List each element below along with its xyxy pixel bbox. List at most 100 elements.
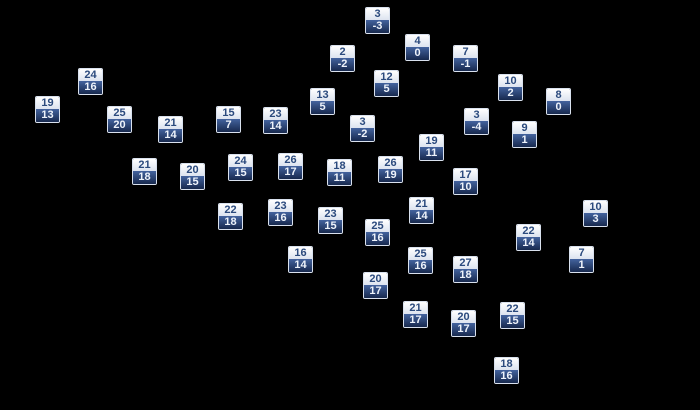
temp-marker[interactable]: 21 14 [158, 116, 183, 143]
low-temp-value: 17 [279, 166, 302, 179]
low-temp-value: 11 [420, 147, 443, 160]
high-temp-value: 23 [319, 208, 342, 220]
high-temp-value: 3 [366, 8, 389, 20]
temp-marker[interactable]: 21 14 [409, 197, 434, 224]
temp-marker[interactable]: 23 16 [268, 199, 293, 226]
temp-marker[interactable]: 18 11 [327, 159, 352, 186]
temp-marker[interactable]: 22 14 [516, 224, 541, 251]
temp-marker[interactable]: 27 18 [453, 256, 478, 283]
high-temp-value: 20 [181, 164, 204, 176]
high-temp-value: 21 [159, 117, 182, 129]
temp-marker[interactable]: 18 16 [494, 357, 519, 384]
low-temp-value: 15 [229, 167, 252, 180]
temp-marker[interactable]: 3 -2 [350, 115, 375, 142]
low-temp-value: 14 [264, 120, 287, 133]
temp-marker[interactable]: 19 13 [35, 96, 60, 123]
low-temp-value: 19 [379, 169, 402, 182]
low-temp-value: 20 [108, 119, 131, 132]
high-temp-value: 21 [133, 159, 156, 171]
high-temp-value: 20 [452, 311, 475, 323]
low-temp-value: 10 [454, 181, 477, 194]
high-temp-value: 22 [501, 303, 524, 315]
high-temp-value: 24 [229, 155, 252, 167]
low-temp-value: 7 [217, 119, 240, 132]
temp-marker[interactable]: 25 16 [365, 219, 390, 246]
low-temp-value: 5 [311, 101, 334, 114]
temp-marker[interactable]: 13 5 [310, 88, 335, 115]
temp-marker[interactable]: 16 14 [288, 246, 313, 273]
low-temp-value: 14 [289, 259, 312, 272]
high-temp-value: 23 [269, 200, 292, 212]
temp-marker[interactable]: 22 15 [500, 302, 525, 329]
high-temp-value: 2 [331, 46, 354, 58]
temp-marker[interactable]: 24 16 [78, 68, 103, 95]
temp-marker[interactable]: 25 16 [408, 247, 433, 274]
temp-marker[interactable]: 7 -1 [453, 45, 478, 72]
high-temp-value: 24 [79, 69, 102, 81]
temp-marker[interactable]: 20 17 [363, 272, 388, 299]
temp-marker[interactable]: 2 -2 [330, 45, 355, 72]
high-temp-value: 25 [366, 220, 389, 232]
high-temp-value: 19 [420, 135, 443, 147]
temp-marker[interactable]: 26 17 [278, 153, 303, 180]
low-temp-value: 14 [517, 237, 540, 250]
high-temp-value: 3 [465, 109, 488, 121]
low-temp-value: 18 [454, 269, 477, 282]
low-temp-value: 16 [495, 370, 518, 383]
high-temp-value: 22 [517, 225, 540, 237]
temp-marker[interactable]: 24 15 [228, 154, 253, 181]
temp-marker[interactable]: 10 2 [498, 74, 523, 101]
low-temp-value: 16 [366, 232, 389, 245]
temp-marker[interactable]: 17 10 [453, 168, 478, 195]
low-temp-value: 14 [159, 129, 182, 142]
high-temp-value: 15 [217, 107, 240, 119]
high-temp-value: 17 [454, 169, 477, 181]
high-temp-value: 21 [410, 198, 433, 210]
high-temp-value: 4 [406, 35, 429, 47]
temp-marker[interactable]: 12 5 [374, 70, 399, 97]
low-temp-value: 5 [375, 83, 398, 96]
temp-marker[interactable]: 15 7 [216, 106, 241, 133]
high-temp-value: 8 [547, 89, 570, 101]
low-temp-value: -2 [351, 128, 374, 141]
low-temp-value: 15 [501, 315, 524, 328]
high-temp-value: 18 [495, 358, 518, 370]
temp-marker[interactable]: 3 -3 [365, 7, 390, 34]
low-temp-value: -3 [366, 20, 389, 33]
high-temp-value: 10 [584, 201, 607, 213]
temp-marker[interactable]: 23 15 [318, 207, 343, 234]
high-temp-value: 22 [219, 204, 242, 216]
high-temp-value: 3 [351, 116, 374, 128]
temp-marker[interactable]: 21 17 [403, 301, 428, 328]
temp-marker[interactable]: 20 15 [180, 163, 205, 190]
temp-marker[interactable]: 10 3 [583, 200, 608, 227]
temp-marker[interactable]: 19 11 [419, 134, 444, 161]
high-temp-value: 7 [454, 46, 477, 58]
high-temp-value: 18 [328, 160, 351, 172]
high-temp-value: 13 [311, 89, 334, 101]
low-temp-value: 0 [547, 101, 570, 114]
low-temp-value: 18 [219, 216, 242, 229]
low-temp-value: 16 [269, 212, 292, 225]
temp-marker[interactable]: 20 17 [451, 310, 476, 337]
low-temp-value: 1 [513, 134, 536, 147]
low-temp-value: 0 [406, 47, 429, 60]
low-temp-value: -2 [331, 58, 354, 71]
temp-marker[interactable]: 21 18 [132, 158, 157, 185]
temp-marker[interactable]: 26 19 [378, 156, 403, 183]
low-temp-value: 15 [181, 176, 204, 189]
temp-marker[interactable]: 22 18 [218, 203, 243, 230]
high-temp-value: 23 [264, 108, 287, 120]
temp-marker[interactable]: 3 -4 [464, 108, 489, 135]
temp-marker[interactable]: 25 20 [107, 106, 132, 133]
low-temp-value: 18 [133, 171, 156, 184]
low-temp-value: 17 [364, 285, 387, 298]
high-temp-value: 9 [513, 122, 536, 134]
temp-marker[interactable]: 23 14 [263, 107, 288, 134]
high-temp-value: 16 [289, 247, 312, 259]
